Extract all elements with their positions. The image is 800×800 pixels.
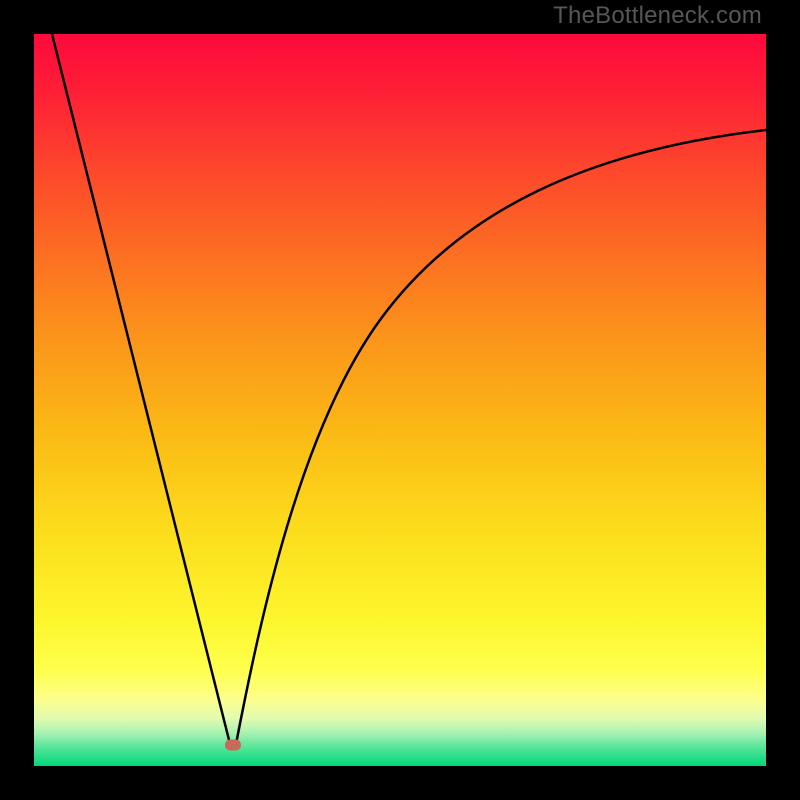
chart-svg [0, 0, 800, 800]
bottleneck-marker [225, 740, 241, 751]
watermark-text: TheBottleneck.com [553, 2, 762, 30]
chart-frame: TheBottleneck.com [0, 0, 800, 800]
